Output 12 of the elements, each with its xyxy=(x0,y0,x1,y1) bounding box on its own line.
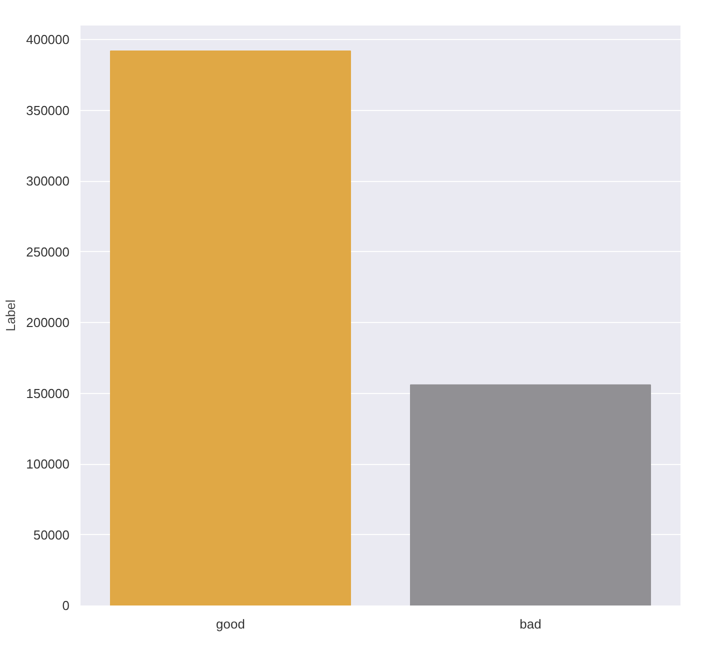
y-tick-label: 200000 xyxy=(26,315,70,330)
y-axis-title: Label xyxy=(3,299,18,332)
y-tick-label: 300000 xyxy=(26,174,70,189)
y-tick-label: 250000 xyxy=(26,244,70,260)
y-tick-label: 100000 xyxy=(26,456,70,472)
y-tick-label: 50000 xyxy=(33,527,70,542)
y-tick-label: 400000 xyxy=(26,32,70,48)
x-tick-label: good xyxy=(216,616,245,632)
y-tick-label: 350000 xyxy=(26,102,70,118)
y-tick-label: 150000 xyxy=(26,386,70,401)
x-tick-label: bad xyxy=(520,616,542,632)
y-tick-label: 0 xyxy=(62,598,70,613)
